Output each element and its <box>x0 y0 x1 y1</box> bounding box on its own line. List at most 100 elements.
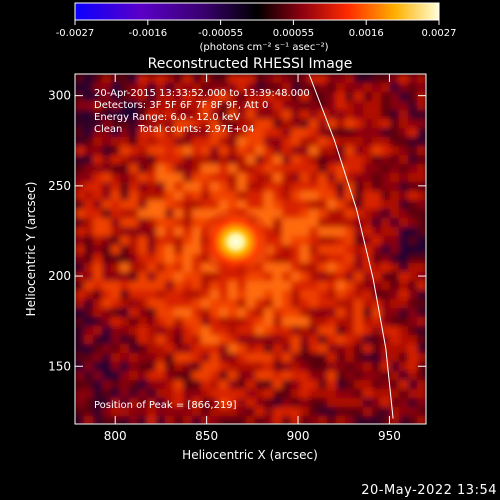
heat-cell <box>372 353 382 363</box>
x-tick-label-1: 850 <box>195 429 218 443</box>
heat-cell <box>336 218 346 228</box>
heat-cell <box>156 362 166 372</box>
heat-cell <box>345 227 355 237</box>
heat-cell <box>390 407 400 417</box>
heat-cell <box>264 182 274 192</box>
heat-cell <box>84 200 94 210</box>
heat-cell <box>399 119 409 129</box>
heat-cell <box>336 200 346 210</box>
heat-cell <box>138 92 148 102</box>
heat-cell <box>219 344 229 354</box>
heat-cell <box>156 155 166 165</box>
heat-cell <box>408 398 418 408</box>
heat-cell <box>354 317 364 327</box>
heat-cell <box>129 281 139 291</box>
heat-cell <box>399 137 409 147</box>
heat-cell <box>111 119 121 129</box>
heat-cell <box>111 182 121 192</box>
heat-cell <box>129 92 139 102</box>
heat-cell <box>354 335 364 345</box>
heat-cell <box>363 101 373 111</box>
heat-cell <box>264 407 274 417</box>
heat-cell <box>192 281 202 291</box>
heat-cell <box>264 137 274 147</box>
heat-cell <box>309 155 319 165</box>
heat-cell <box>183 227 193 237</box>
heat-cell <box>120 101 130 111</box>
heat-cell <box>147 281 157 291</box>
heat-cell <box>174 164 184 174</box>
heat-cell <box>273 371 283 381</box>
heat-cell <box>273 245 283 255</box>
heat-cell <box>291 407 301 417</box>
heat-cell <box>147 290 157 300</box>
heat-cell <box>75 344 85 354</box>
heat-cell <box>327 173 337 183</box>
heat-cell <box>183 137 193 147</box>
heat-cell <box>372 407 382 417</box>
heat-cell <box>390 335 400 345</box>
heat-cell <box>318 398 328 408</box>
heat-cell <box>84 164 94 174</box>
heat-cell <box>75 83 85 93</box>
heat-cell <box>228 308 238 318</box>
heat-cell <box>318 155 328 165</box>
heat-cell <box>255 281 265 291</box>
heat-cell <box>201 317 211 327</box>
heat-cell <box>111 146 121 156</box>
heat-cell <box>327 146 337 156</box>
heat-cell <box>345 380 355 390</box>
heat-cell <box>300 416 310 424</box>
heat-cell <box>291 236 301 246</box>
heat-cell <box>255 299 265 309</box>
heat-cell <box>309 389 319 399</box>
heat-cell <box>84 191 94 201</box>
heat-cell <box>192 272 202 282</box>
heat-cell <box>318 128 328 138</box>
heat-cell <box>309 191 319 201</box>
heat-cell <box>363 155 373 165</box>
heat-cell <box>417 353 426 363</box>
y-tick-label-0: 150 <box>48 359 71 373</box>
heat-cell <box>111 362 121 372</box>
heat-cell <box>201 299 211 309</box>
heat-cell <box>381 227 391 237</box>
heat-cell <box>156 389 166 399</box>
heat-cell <box>192 245 202 255</box>
heat-cell <box>93 146 103 156</box>
heat-cell <box>282 200 292 210</box>
heat-cell <box>291 164 301 174</box>
heat-cell <box>246 182 256 192</box>
heat-cell <box>237 380 247 390</box>
heat-cell <box>264 92 274 102</box>
heat-cell <box>300 209 310 219</box>
heat-cell <box>129 398 139 408</box>
heat-cell <box>120 272 130 282</box>
heat-cell <box>273 209 283 219</box>
heat-cell <box>75 272 85 282</box>
heat-cell <box>327 353 337 363</box>
heat-cell <box>210 362 220 372</box>
heat-cell <box>336 317 346 327</box>
heat-cell <box>408 182 418 192</box>
heat-cell <box>174 407 184 417</box>
heat-cell <box>120 353 130 363</box>
heat-cell <box>129 173 139 183</box>
heat-cell <box>210 272 220 282</box>
heat-cell <box>174 317 184 327</box>
heat-cell <box>201 173 211 183</box>
heat-cell <box>219 173 229 183</box>
heat-cell <box>183 290 193 300</box>
heat-cell <box>291 128 301 138</box>
heat-cell <box>201 146 211 156</box>
heat-cell <box>165 119 175 129</box>
heat-cell <box>372 326 382 336</box>
heat-cell <box>399 389 409 399</box>
heat-cell <box>417 308 426 318</box>
heat-cell <box>237 137 247 147</box>
heat-cell <box>237 146 247 156</box>
heat-cell <box>84 353 94 363</box>
heat-cell <box>75 200 85 210</box>
heat-cell <box>102 371 112 381</box>
heat-cell <box>219 299 229 309</box>
